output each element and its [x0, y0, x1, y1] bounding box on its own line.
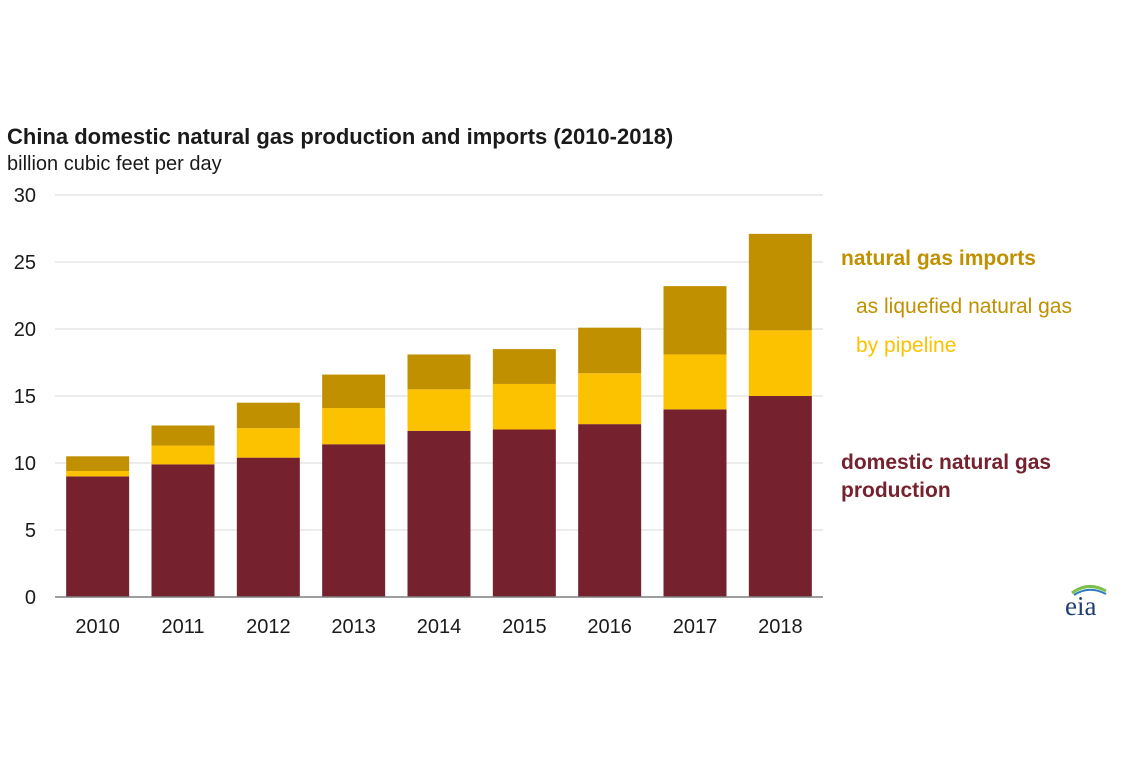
chart-subtitle: billion cubic feet per day — [7, 153, 222, 175]
eia-logo-icon: eia — [1062, 581, 1110, 623]
y-tick-label: 15 — [14, 386, 36, 408]
eia-logo-text: eia — [1065, 591, 1097, 621]
legend-lng: as liquefied natural gas — [856, 295, 1072, 318]
bars — [66, 233, 812, 597]
chart-title: China domestic natural gas production an… — [7, 124, 674, 149]
bar-segment-lng — [407, 354, 471, 390]
y-tick-label: 20 — [14, 319, 36, 341]
legend-pipeline: by pipeline — [856, 334, 957, 357]
y-tick-label: 10 — [14, 453, 36, 475]
bar-segment-pipeline — [578, 373, 642, 425]
y-tick-label: 5 — [25, 520, 36, 542]
y-tick-label: 30 — [14, 185, 36, 207]
bar-segment-pipeline — [66, 471, 130, 477]
x-tick-label: 2015 — [502, 616, 547, 638]
bar-segment-domestic — [492, 429, 556, 597]
y-tick-label: 25 — [14, 252, 36, 274]
bar-segment-pipeline — [407, 389, 471, 431]
x-tick-label: 2012 — [246, 616, 291, 638]
eia-logo-swoosh — [1071, 585, 1107, 596]
axes: 0 5 10 15 20 25 30 2010 2011 2012 2013 2014 2015 2016… — [14, 185, 823, 638]
bar-segment-lng — [322, 374, 386, 409]
legend-domestic-line1: domestic natural gas — [841, 451, 1052, 474]
x-tick-label: 2010 — [75, 616, 120, 638]
bar-segment-domestic — [578, 424, 642, 597]
x-tick-label: 2018 — [758, 616, 803, 638]
bar-segment-lng — [151, 425, 215, 446]
x-tick-label: 2014 — [417, 616, 462, 638]
x-tick-label: 2017 — [673, 616, 718, 638]
bar-segment-domestic — [66, 476, 130, 597]
bar-segment-lng — [492, 349, 556, 384]
legend-imports: natural gas imports — [841, 247, 1036, 270]
bar-segment-domestic — [322, 444, 386, 597]
x-tick-label: 2013 — [331, 616, 376, 638]
bar-segment-lng — [236, 402, 300, 429]
bar-segment-domestic — [407, 430, 471, 597]
bar-segment-pipeline — [492, 383, 556, 430]
x-tick-label: 2011 — [161, 616, 204, 638]
bar-segment-pipeline — [151, 445, 215, 465]
bar-segment-pipeline — [663, 354, 727, 410]
bar-segment-domestic — [748, 396, 812, 597]
bar-segment-lng — [748, 233, 812, 331]
bar-segment-domestic — [151, 464, 215, 597]
bar-segment-lng — [578, 327, 642, 374]
bar-segment-pipeline — [748, 330, 812, 396]
bar-segment-lng — [66, 456, 130, 472]
y-tick-label: 0 — [25, 587, 36, 609]
bar-segment-pipeline — [236, 428, 300, 458]
bar-segment-domestic — [236, 457, 300, 597]
bar-segment-domestic — [663, 409, 727, 597]
bar-segment-pipeline — [322, 408, 386, 445]
x-tick-label: 2016 — [587, 616, 632, 638]
bar-segment-lng — [663, 286, 727, 355]
legend-domestic-line2: production — [841, 479, 951, 502]
legend-domestic: domestic natural gas production — [841, 449, 1051, 505]
